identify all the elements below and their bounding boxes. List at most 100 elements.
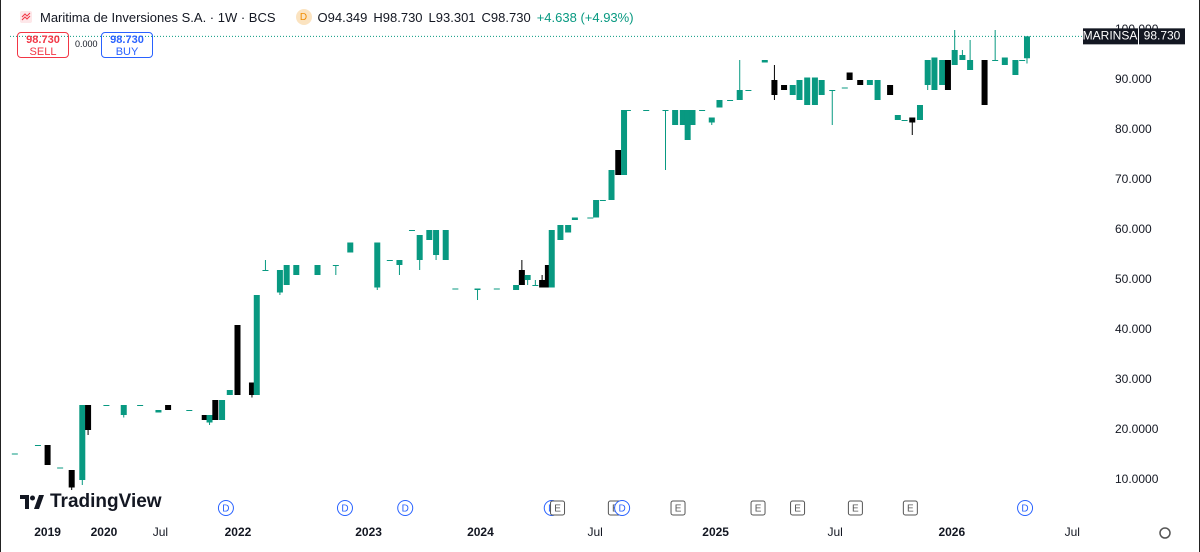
- candle-body: [727, 100, 734, 101]
- candle-body: [593, 200, 600, 218]
- y-tick-label: 50.000: [1115, 272, 1152, 286]
- candle-body: [186, 410, 193, 411]
- symbol-icon: [20, 11, 32, 23]
- candle-body: [416, 235, 423, 260]
- candle-body: [781, 85, 788, 90]
- logo-icon: [20, 495, 44, 509]
- candle-body: [624, 110, 631, 111]
- candle-body: [684, 110, 691, 140]
- x-tick-label: Jul: [587, 525, 602, 539]
- event-label: E: [794, 504, 801, 515]
- candle-body: [426, 230, 433, 240]
- candle-body: [1001, 57, 1008, 65]
- candle-body: [804, 77, 811, 105]
- x-tick-label: 2025: [702, 525, 729, 539]
- candle-body: [452, 288, 459, 290]
- candle-body: [557, 225, 564, 240]
- event-label: E: [675, 504, 682, 515]
- candle-body: [608, 170, 615, 200]
- event-marker: [790, 500, 806, 516]
- candle-body: [967, 60, 974, 70]
- candle-body: [944, 60, 951, 90]
- candle-body: [901, 120, 908, 121]
- candle-body: [789, 85, 796, 95]
- candle-body: [234, 325, 241, 395]
- ohlc-value: H98.730: [373, 9, 423, 25]
- candle-body: [539, 280, 546, 288]
- x-tick-label: 2023: [355, 525, 382, 539]
- interval-badge[interactable]: D: [295, 9, 312, 25]
- x-tick-label: 2019: [34, 525, 61, 539]
- event-marker: [847, 500, 863, 516]
- candle-body: [672, 110, 679, 125]
- candle-body: [736, 90, 743, 100]
- event-marker: [614, 500, 631, 516]
- candle-body: [846, 72, 853, 80]
- candle-body: [716, 100, 723, 108]
- ohlc-value: +4.638 (+4.93%): [536, 9, 634, 25]
- candle-body: [916, 105, 923, 120]
- candle-body: [103, 405, 110, 406]
- chart-title: Maritima de Inversiones S.A. · 1W · BCS: [40, 9, 276, 25]
- candle-body: [314, 265, 321, 275]
- sell-button[interactable]: 98.730 SELL: [17, 32, 69, 58]
- candle-body: [474, 288, 481, 290]
- event-label: E: [907, 504, 914, 515]
- candle-body: [796, 80, 803, 100]
- candle-body: [887, 85, 894, 95]
- candle-body: [11, 453, 18, 455]
- candle-body: [396, 260, 403, 265]
- symbol-badge: [1083, 28, 1138, 45]
- y-tick-label: 60.000: [1115, 222, 1152, 236]
- candle-body: [841, 87, 848, 89]
- candle-body: [442, 230, 449, 260]
- y-tick-label: 80.000: [1115, 122, 1152, 136]
- candle-body: [587, 217, 594, 219]
- candle-body: [939, 60, 946, 85]
- event-label: E: [755, 504, 762, 515]
- event-label: E: [554, 504, 561, 515]
- sell-price: 98.730: [26, 34, 60, 46]
- candle-body: [643, 110, 650, 111]
- x-tick-label: 2020: [91, 525, 118, 539]
- candle-body: [79, 405, 86, 480]
- symbol-label: MARINSA: [1083, 29, 1138, 43]
- event-marker: [1017, 500, 1034, 516]
- candle-body: [212, 400, 219, 420]
- candle-body: [85, 405, 92, 430]
- candle-body: [374, 242, 381, 288]
- logo-text: TradingView: [50, 491, 162, 512]
- candle-body: [829, 90, 836, 91]
- candle-body: [565, 225, 572, 233]
- candle-body: [293, 265, 300, 275]
- candle-body: [662, 110, 669, 111]
- candle-body: [120, 405, 127, 415]
- y-tick-label: 30.000: [1115, 372, 1152, 386]
- candle-body: [44, 445, 51, 465]
- x-tick-label: Jul: [153, 525, 168, 539]
- candle-body: [745, 90, 752, 91]
- candle-body: [615, 150, 622, 175]
- candle-body: [951, 50, 958, 65]
- x-tick-label: 2022: [225, 525, 252, 539]
- candle-body: [513, 285, 520, 290]
- candle-body: [68, 470, 75, 488]
- ohlc-value: O94.349: [317, 9, 368, 25]
- candle-body: [1019, 60, 1026, 61]
- legend-header: Maritima de Inversiones S.A. · 1W · BCS …: [20, 9, 640, 25]
- buy-button[interactable]: 98.730 BUY: [101, 32, 153, 58]
- candle-body: [253, 295, 260, 395]
- candle-body: [621, 110, 628, 175]
- last-price-badge: [1139, 28, 1185, 45]
- candle-body: [679, 110, 686, 125]
- plot-area: 10.0000 20.0000 30.000 40.000 50.000 60.000 70…: [10, 22, 1185, 539]
- y-tick-label: 70.000: [1115, 172, 1152, 186]
- candle-body: [689, 110, 696, 125]
- candle-body: [599, 200, 606, 201]
- candle-body: [699, 110, 706, 111]
- ohlc-value: L93.301: [428, 9, 476, 25]
- spread: 0.000: [75, 39, 98, 49]
- candle-body: [206, 415, 213, 423]
